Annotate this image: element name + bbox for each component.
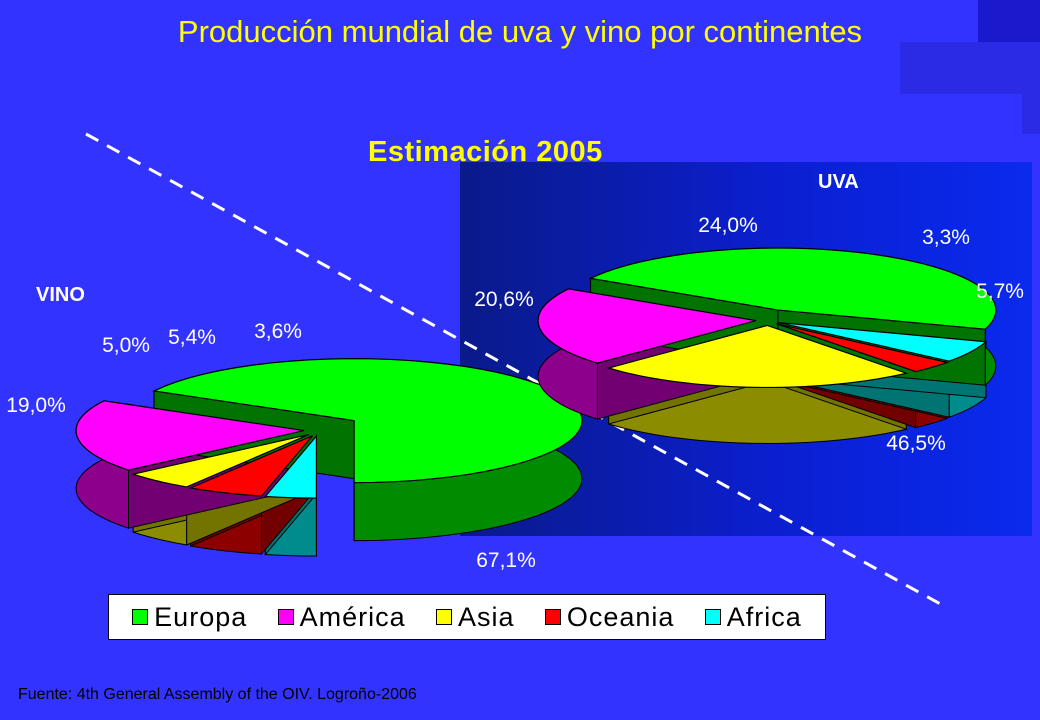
divider-dashed-line — [85, 132, 945, 608]
chart-title-uva: UVA — [818, 171, 859, 193]
pie-slice-america — [75, 400, 305, 471]
source-note: Fuente: 4th General Assembly of the OIV.… — [18, 686, 417, 703]
legend-item-africa: Africa — [704, 601, 802, 633]
data-label: 46,5% — [886, 432, 946, 455]
data-label: 20,6% — [474, 288, 534, 311]
legend-item-oceania: Oceania — [544, 601, 675, 633]
data-label: 5,7% — [976, 280, 1024, 303]
legend-swatch — [544, 609, 561, 625]
pie-slice-africa — [264, 434, 318, 499]
chart-subtitle: Estimación 2005 — [368, 136, 603, 168]
legend-item-america: América — [277, 601, 406, 633]
pie-slice-america — [537, 288, 757, 364]
data-label: 5,0% — [102, 334, 150, 357]
legend-label: América — [299, 601, 406, 632]
legend-swatch — [277, 609, 294, 625]
pie-slice-oceania — [188, 435, 314, 497]
pie-slice-europa — [588, 247, 997, 330]
page-title: Producción mundial de uva y vino por con… — [177, 14, 863, 49]
legend-label: Africa — [726, 601, 802, 632]
corner-block — [978, 0, 1040, 42]
pie-slice-africa — [778, 321, 988, 362]
legend-item-europa: Europa — [132, 602, 247, 633]
legend-label: Asia — [457, 601, 515, 632]
legend-label: Oceania — [566, 601, 675, 632]
corner-block — [1022, 94, 1040, 134]
legend-swatch — [132, 609, 149, 625]
legend: Europa América Asia Oceania Africa — [108, 594, 826, 640]
data-label: 67,1% — [476, 549, 536, 572]
data-label: 3,3% — [922, 226, 970, 249]
corner-block — [900, 42, 1040, 94]
legend-item-asia: Asia — [435, 601, 515, 633]
legend-swatch — [704, 609, 721, 625]
data-label: 24,0% — [698, 214, 758, 237]
legend-swatch — [435, 609, 452, 625]
pie-slice-asia — [130, 433, 309, 488]
legend-label: Europa — [154, 601, 248, 632]
pie-slice-asia — [606, 324, 909, 389]
chart-title-vino: VINO — [36, 284, 85, 306]
data-label: 5,4% — [168, 326, 216, 349]
data-label: 3,6% — [254, 320, 302, 343]
pie-slice-oceania — [776, 323, 950, 373]
data-label: 19,0% — [6, 394, 66, 417]
